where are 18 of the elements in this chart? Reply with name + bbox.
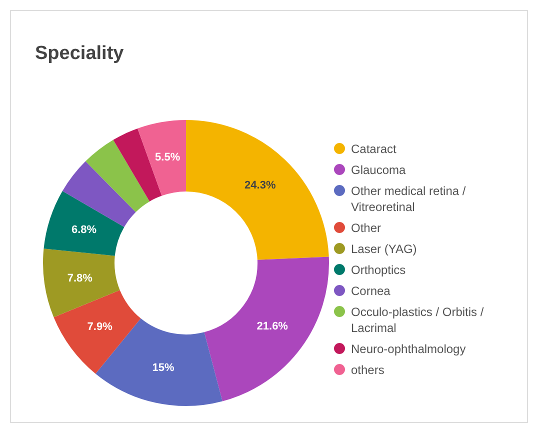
data-label: 21.6% xyxy=(256,320,288,333)
chart-title: Speciality xyxy=(35,43,124,65)
legend-label: Other xyxy=(351,220,382,236)
legend-label: Neuro-ophthalmology xyxy=(351,341,466,357)
data-label: 7.9% xyxy=(87,320,113,333)
data-label: 5.5% xyxy=(155,151,180,164)
data-label: 7.8% xyxy=(67,272,93,284)
data-label: 15% xyxy=(152,362,174,374)
legend-label: Glaucoma xyxy=(351,162,406,178)
legend-label: others xyxy=(351,362,384,378)
data-label: 6.8% xyxy=(71,224,97,236)
data-label: 24.3% xyxy=(244,180,276,192)
legend-label: Cataract xyxy=(351,141,396,157)
legend-label: Laser (YAG) xyxy=(351,241,417,257)
legend-label: Orthoptics xyxy=(351,262,406,278)
legend-label: Other medical retina / Vitreoretinal xyxy=(351,183,467,215)
legend-label: Occulo-plastics / Orbitis / Lacrimal xyxy=(351,304,485,336)
legend-label: Cornea xyxy=(351,283,390,299)
